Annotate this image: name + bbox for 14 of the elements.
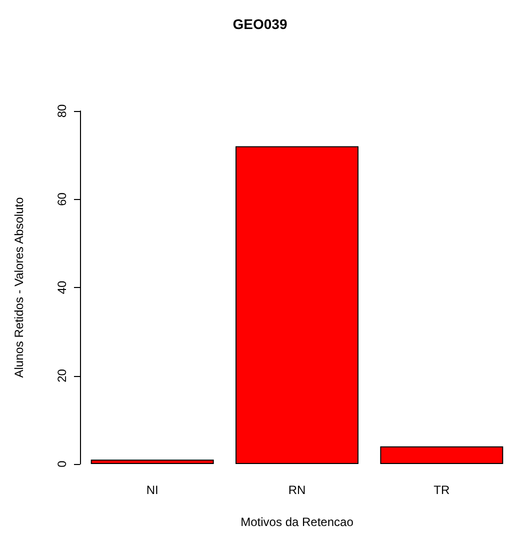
y-tick-label: 80 — [55, 104, 69, 118]
x-tick-label: NI — [146, 483, 158, 497]
x-axis-title: Motivos da Retencao — [240, 515, 354, 529]
x-tick-label: TR — [434, 483, 450, 497]
y-tick-label: 0 — [55, 460, 69, 468]
bar — [236, 146, 358, 464]
bar — [380, 446, 504, 464]
chart-title: GEO039 — [232, 16, 288, 32]
bar — [90, 460, 214, 464]
y-tick-label: 40 — [55, 280, 69, 294]
x-tick-label: RN — [288, 483, 306, 497]
y-tick-label: 60 — [55, 192, 69, 206]
y-axis-title: Alunos Retidos - Valores Absoluto — [12, 196, 26, 378]
y-tick-label: 20 — [55, 368, 69, 382]
